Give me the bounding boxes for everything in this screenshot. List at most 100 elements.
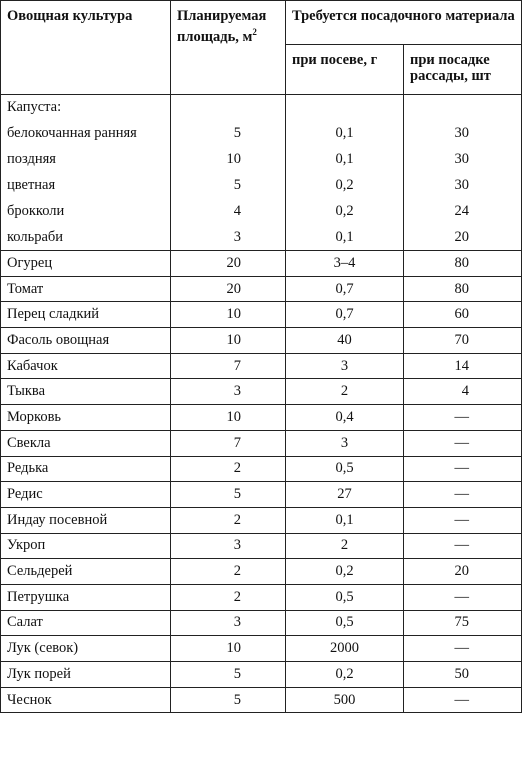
header-text: при посадке рассады, шт <box>410 52 491 84</box>
cell: 0,2 <box>285 172 404 199</box>
cell-value: 20 <box>454 563 470 580</box>
cell-value: 20 <box>454 228 470 245</box>
cell: Индау посевной <box>0 506 171 534</box>
cell-value: 10 <box>226 151 242 167</box>
cell: 0,1 <box>285 224 404 251</box>
cell-value: 2 <box>340 537 349 554</box>
cell: 0,5 <box>285 455 404 483</box>
header-row: Овощная культура Планируемая площадь, м2… <box>0 0 522 95</box>
header-row: при посеве, г при посадке рассады, шт <box>1 44 522 95</box>
cell-value: 2 <box>340 383 349 400</box>
cell-value: 0,1 <box>335 151 354 167</box>
table-row: Лук порей 5 0,2 50 <box>0 661 522 688</box>
cell-value: 5 <box>233 665 241 682</box>
cell-value: 0,2 <box>335 563 354 580</box>
cell-value: 3 <box>233 537 241 554</box>
cell-value: 7 <box>233 357 241 374</box>
cell-value: 80 <box>454 254 470 271</box>
cell: Кабачок <box>0 352 171 380</box>
header-text: Требуется посадочного материала <box>292 8 515 24</box>
cell: Редис <box>0 481 171 508</box>
culture-name: Томат <box>7 280 44 297</box>
cell-value: 30 <box>454 177 470 193</box>
culture-name: поздняя <box>7 151 56 167</box>
cell-value: 5 <box>233 691 241 708</box>
cell-value: 2 <box>233 460 241 477</box>
group-label: Капуста: <box>7 99 62 116</box>
cell: Сельдерей <box>0 558 171 585</box>
cell: 5 <box>170 172 286 199</box>
culture-name: Свекла <box>7 434 51 451</box>
table-row: кольраби 3 0,1 20 <box>0 224 522 251</box>
culture-name: Индау посевной <box>7 511 108 528</box>
cell-value: 4 <box>233 203 241 219</box>
cell-value: 27 <box>337 486 352 503</box>
cell-value: 30 <box>454 151 470 167</box>
culture-name: Лук порей <box>7 665 71 682</box>
table-row: Тыква 3 2 4 <box>0 378 522 406</box>
header-cell: Планируемая площадь, м2 <box>170 0 286 95</box>
cell-value: 40 <box>337 331 352 348</box>
cell: 27 <box>285 481 404 508</box>
cell: Салат <box>0 609 171 637</box>
cell-value: 30 <box>454 125 470 141</box>
culture-name: кольраби <box>7 228 64 245</box>
cell: — <box>403 506 522 534</box>
table-row: Петрушка 2 0,5 — <box>0 583 522 611</box>
cell: 5 <box>170 120 286 147</box>
table-row: Индау посевной 2 0,1 — <box>0 506 522 534</box>
cell: Тыква <box>0 378 171 406</box>
cell: Томат <box>0 275 171 303</box>
cell: 7 <box>170 352 286 380</box>
cell: 10 <box>170 404 286 431</box>
cell-value: 7 <box>233 434 241 451</box>
cell: Редька <box>0 455 171 483</box>
cell: 2 <box>170 455 286 483</box>
header-cell: Овощная культура <box>0 0 171 95</box>
cell: 10 <box>170 635 286 662</box>
cell: 3 <box>170 224 286 251</box>
cell: 0,5 <box>285 609 404 637</box>
cell-value: 4 <box>461 383 469 400</box>
table-row: Редис 5 27 — <box>0 481 522 508</box>
cell-value: 3 <box>233 614 241 631</box>
table-body: Капуста: белокочанная ранняя 5 0,1 30 поздня… <box>0 94 522 714</box>
cell: 24 <box>403 198 522 225</box>
cell-value: 75 <box>454 614 470 631</box>
culture-name: Фасоль овощная <box>7 331 110 348</box>
cell: Лук (севок) <box>0 635 171 662</box>
cell: 3 <box>170 532 286 560</box>
cell: 10 <box>170 146 286 173</box>
culture-name: Огурец <box>7 254 53 271</box>
cell-value: 5 <box>233 486 241 503</box>
cell: 0,2 <box>285 198 404 225</box>
cell: 20 <box>170 275 286 303</box>
cell: 0,2 <box>285 558 404 585</box>
cell: 500 <box>285 686 404 714</box>
cell: 60 <box>403 301 522 329</box>
culture-name: Петрушка <box>7 588 70 605</box>
table-row: Кабачок 7 3 14 <box>0 352 522 380</box>
cell: 30 <box>403 146 522 173</box>
cell-value: 3–4 <box>333 254 356 271</box>
cell: 0,7 <box>285 301 404 329</box>
cell: брокколи <box>0 198 171 225</box>
culture-name: Салат <box>7 614 43 631</box>
cell: 70 <box>403 327 522 354</box>
cell: белокочанная ранняя <box>0 120 171 147</box>
cell <box>285 94 404 121</box>
cell: 0,2 <box>285 661 404 688</box>
cell: 3–4 <box>285 250 404 277</box>
cell: — <box>403 532 522 560</box>
cell: Огурец <box>0 250 171 277</box>
cell: Свекла <box>0 429 171 457</box>
cell: 0,1 <box>285 120 404 147</box>
culture-name: Укроп <box>7 537 46 554</box>
cell-value: 0,5 <box>335 614 354 631</box>
cell-value: 10 <box>226 331 242 348</box>
table-row: брокколи 4 0,2 24 <box>0 198 522 225</box>
cell-value: 3 <box>233 228 241 245</box>
cell: 10 <box>170 301 286 329</box>
cell: цветная <box>0 172 171 199</box>
